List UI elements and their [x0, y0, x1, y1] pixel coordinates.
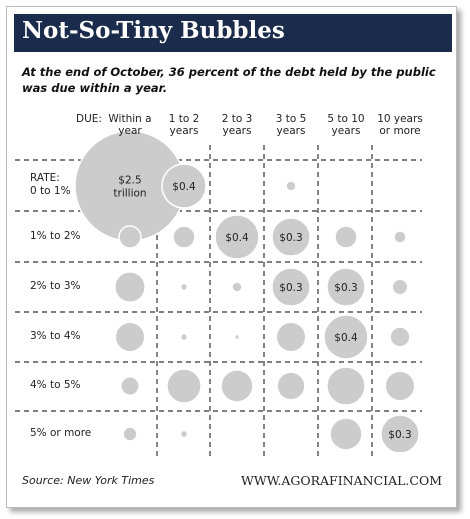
- bubble: [276, 371, 306, 401]
- value-label: $0.4: [225, 232, 249, 244]
- value-label: $0.3: [334, 282, 357, 294]
- row-label: 4% to 5%: [30, 379, 81, 391]
- column-label: 5 to 10 years: [327, 113, 365, 137]
- value-label: $0.3: [279, 282, 302, 294]
- value-label: $2.5 trillion: [113, 175, 146, 200]
- column-header: DUE:: [76, 113, 102, 125]
- bubble: [326, 267, 366, 307]
- bubble: [114, 271, 146, 303]
- column-label: 1 to 2 years: [168, 113, 200, 137]
- bubble: [166, 368, 202, 404]
- column-label: Within a year: [108, 113, 152, 137]
- bubble: [231, 281, 243, 293]
- bubble: [233, 333, 241, 341]
- bubble: [122, 426, 138, 442]
- bubble: [179, 332, 189, 342]
- row-label: 5% or more: [30, 427, 92, 439]
- row-label: 0 to 1%: [30, 185, 71, 197]
- column-label: 10 years or more: [377, 113, 423, 137]
- bubble: [161, 163, 207, 209]
- bubble: [329, 417, 363, 451]
- source: Source: New York Times: [22, 474, 155, 487]
- bubble: [114, 321, 146, 353]
- bubble: [214, 214, 260, 260]
- row-label: 3% to 4%: [30, 330, 81, 342]
- bubble: [384, 370, 416, 402]
- bubble: [389, 326, 411, 348]
- bubble: [271, 267, 311, 307]
- bubble: [391, 278, 409, 296]
- bubble: [271, 217, 311, 257]
- row-label: 2% to 3%: [30, 280, 81, 292]
- row-label: 1% to 2%: [30, 230, 81, 242]
- title-bar: [14, 14, 452, 52]
- bubble: [334, 225, 358, 249]
- bubble: [285, 180, 297, 192]
- bubble: [323, 314, 369, 360]
- column-label: 2 to 3 years: [221, 113, 253, 137]
- bubble: [220, 369, 254, 403]
- bubble: [275, 321, 307, 353]
- value-label: $0.3: [279, 232, 302, 244]
- bubble: [393, 230, 407, 244]
- row-header: RATE:: [30, 172, 60, 184]
- bubble: [179, 282, 189, 292]
- bubble: [380, 414, 420, 454]
- chart-title: Not-So-Tiny Bubbles: [22, 17, 285, 44]
- subtitle: At the end of October, 36 percent of the…: [22, 65, 436, 95]
- bubble: [179, 429, 189, 439]
- bubble: [118, 225, 142, 249]
- value-label: $0.3: [388, 429, 411, 441]
- column-label: 3 to 5 years: [275, 113, 307, 137]
- bubble: [172, 225, 196, 249]
- value-label: $0.4: [172, 181, 196, 193]
- website: WWW.AGORAFINANCIAL.COM: [241, 473, 442, 488]
- bubble: [120, 376, 140, 396]
- value-label: $0.4: [334, 332, 358, 344]
- bubble: [326, 366, 366, 406]
